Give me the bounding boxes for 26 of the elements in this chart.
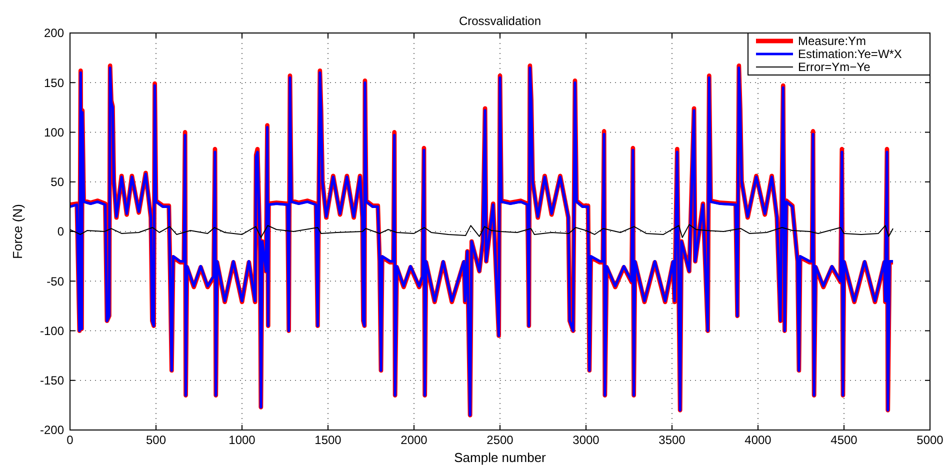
x-tick-label: 2500 xyxy=(486,433,514,447)
y-tick-label: 200 xyxy=(44,26,64,40)
chart-title: Crossvalidation xyxy=(458,14,542,28)
legend-label: Error=Ym−Ye xyxy=(798,60,871,74)
legend-label: Measure:Ym xyxy=(798,34,866,48)
y-axis-title: Force (N) xyxy=(10,204,25,259)
x-tick-label: 4000 xyxy=(744,433,772,447)
y-tick-label: 50 xyxy=(50,175,64,190)
x-tick-label: 3000 xyxy=(572,433,600,447)
x-tick-label: 2000 xyxy=(400,433,428,447)
y-tick-label: 0 xyxy=(57,224,64,239)
legend-label: Estimation:Ye=W*X xyxy=(798,47,902,62)
y-tick-label: -100 xyxy=(40,324,64,338)
x-tick-label: 4500 xyxy=(830,433,858,447)
y-tick-label: -150 xyxy=(40,374,64,388)
y-tick-label: -200 xyxy=(40,423,64,438)
x-tick-label: 1500 xyxy=(314,433,342,447)
y-tick-label: 100 xyxy=(44,125,64,140)
x-tick-label: 500 xyxy=(146,433,166,447)
x-tick-label: 3500 xyxy=(658,433,686,447)
y-tick-label: -50 xyxy=(46,274,64,288)
x-tick-label: 0 xyxy=(66,433,74,447)
x-axis-title: Sample number xyxy=(454,450,547,465)
x-tick-label: 5000 xyxy=(916,433,944,447)
x-tick-label: 1000 xyxy=(228,433,256,447)
y-tick-label: 150 xyxy=(44,76,64,90)
